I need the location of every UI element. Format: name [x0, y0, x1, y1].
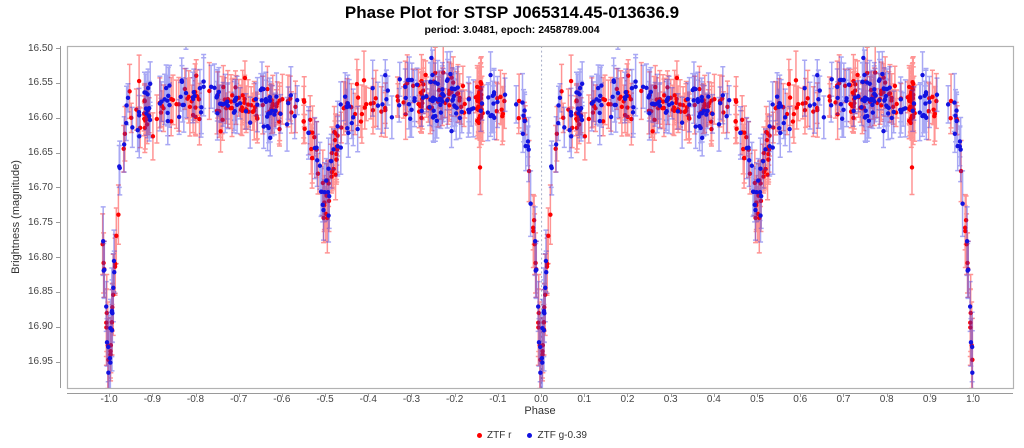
- legend: ZTF r ZTF g-0.39: [20, 430, 1024, 441]
- x-tick-label: -0.3: [402, 394, 421, 405]
- x-tick-label: -0.9: [143, 394, 161, 405]
- x-tick-label: -0.6: [273, 394, 291, 405]
- x-tick-label: 0.0: [534, 394, 549, 405]
- legend-item: ZTF r: [477, 430, 511, 441]
- legend-label: ZTF g-0.39: [537, 430, 587, 441]
- x-tick-label: -0.2: [446, 394, 464, 405]
- x-tick-label: 0.4: [706, 394, 721, 405]
- x-tick-label: -0.4: [359, 394, 377, 405]
- y-tick-label: 16.95: [27, 356, 53, 368]
- y-tick-label: 16.85: [27, 286, 53, 298]
- x-tick-label: 0.5: [750, 394, 764, 405]
- x-tick-label: 1.0: [966, 394, 980, 405]
- x-tick-label: 0.2: [620, 394, 635, 405]
- x-tick-label: -0.5: [316, 394, 334, 405]
- x-tick-label: -1.0: [100, 394, 118, 405]
- x-tick-label: -0.7: [230, 394, 248, 405]
- y-tick-label: 16.80: [27, 251, 53, 263]
- legend-marker-icon: [527, 433, 533, 438]
- x-axis-label: Phase: [524, 405, 556, 417]
- x-tick-label: 0.3: [663, 394, 678, 405]
- x-tick-label: 0.7: [836, 394, 851, 405]
- y-tick-label: 16.75: [27, 216, 53, 228]
- x-tick-label: -0.8: [186, 394, 205, 405]
- x-tick-label: 0.8: [879, 394, 894, 405]
- legend-marker-icon: [477, 433, 483, 438]
- y-tick-label: 16.65: [27, 147, 53, 159]
- y-tick-label: 16.70: [27, 181, 53, 193]
- legend-item: ZTF g-0.39: [527, 430, 587, 441]
- y-tick-label: 16.90: [27, 321, 53, 333]
- x-tick-label: 0.6: [793, 394, 808, 405]
- y-tick-label: 16.60: [27, 112, 53, 124]
- y-tick-label: 16.50: [27, 42, 53, 54]
- legend-label: ZTF r: [487, 430, 512, 441]
- y-tick-label: 16.55: [27, 77, 53, 89]
- x-tick-label: 0.9: [922, 394, 937, 405]
- x-tick-label: -0.1: [489, 394, 507, 405]
- x-tick-label: 0.1: [577, 394, 592, 405]
